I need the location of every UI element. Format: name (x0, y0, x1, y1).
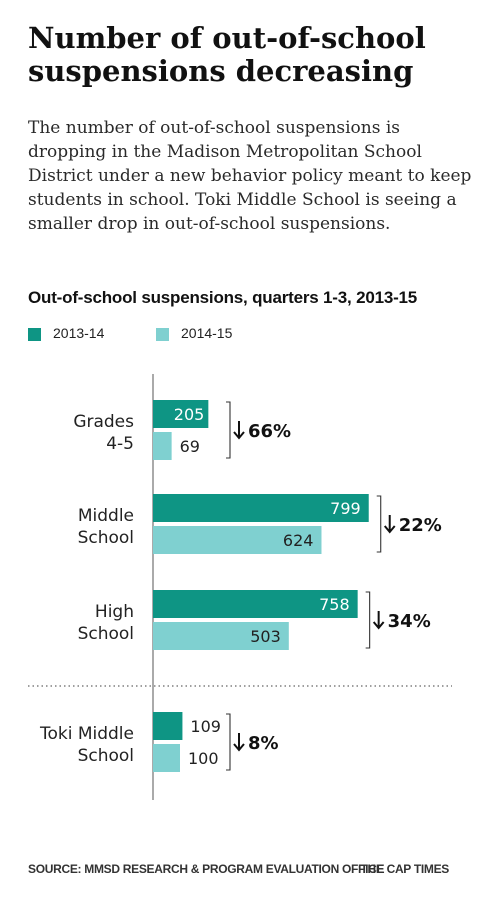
value-label-2014-15: 503 (250, 627, 281, 646)
legend-swatch-2013-14 (28, 328, 41, 341)
source-note: SOURCE: MMSD RESEARCH & PROGRAM EVALUATI… (28, 862, 385, 876)
chart-title: Out-of-school suspensions, quarters 1-3,… (28, 288, 418, 307)
bar-2014-15 (153, 622, 289, 650)
value-label-2013-14: 109 (190, 717, 221, 736)
category-label: Middle School (78, 506, 134, 548)
legend-label-2013-14: 2013-14 (53, 325, 105, 341)
value-label-2014-15: 100 (188, 749, 219, 768)
change-label: 34% (388, 611, 431, 632)
bracket (226, 713, 231, 771)
bar-2014-15 (153, 526, 322, 554)
down-arrow-icon (372, 611, 385, 630)
change-label: 8% (248, 733, 279, 754)
subhead: The number of out-of-school suspensions … (28, 118, 472, 234)
bar-2013-14 (153, 400, 209, 428)
change-label: 66% (248, 421, 291, 442)
change-label: 22% (399, 515, 442, 536)
legend-swatch-2014-15 (156, 328, 169, 341)
value-label-2013-14: 799 (330, 499, 361, 518)
bar-2014-15 (153, 744, 180, 772)
bar-chart: Grades 4-5 205 69 66% Middle School 799 624 22% Hi… (28, 374, 452, 800)
category-label: Grades 4-5 (73, 412, 134, 454)
value-label-2014-15: 69 (180, 437, 200, 456)
credit: THE CAP TIMES (360, 862, 449, 876)
down-arrow-icon (233, 421, 245, 440)
down-arrow-icon (383, 515, 396, 534)
category-label: High School (78, 602, 134, 644)
headline: Number of out-of-school suspensions decr… (28, 21, 426, 88)
down-arrow-icon (233, 733, 245, 752)
bar-2013-14 (153, 590, 358, 618)
bar-2013-14 (153, 712, 183, 740)
bracket (365, 591, 371, 649)
value-label-2014-15: 624 (283, 531, 314, 550)
bar-2014-15 (153, 432, 172, 460)
category-label: Toki Middle School (39, 724, 134, 766)
legend-label-2014-15: 2014-15 (181, 325, 233, 341)
value-label-2013-14: 758 (319, 595, 350, 614)
bar-2013-14 (153, 494, 369, 522)
bracket (226, 401, 231, 459)
value-label-2013-14: 205 (174, 405, 205, 424)
bracket (376, 495, 382, 553)
